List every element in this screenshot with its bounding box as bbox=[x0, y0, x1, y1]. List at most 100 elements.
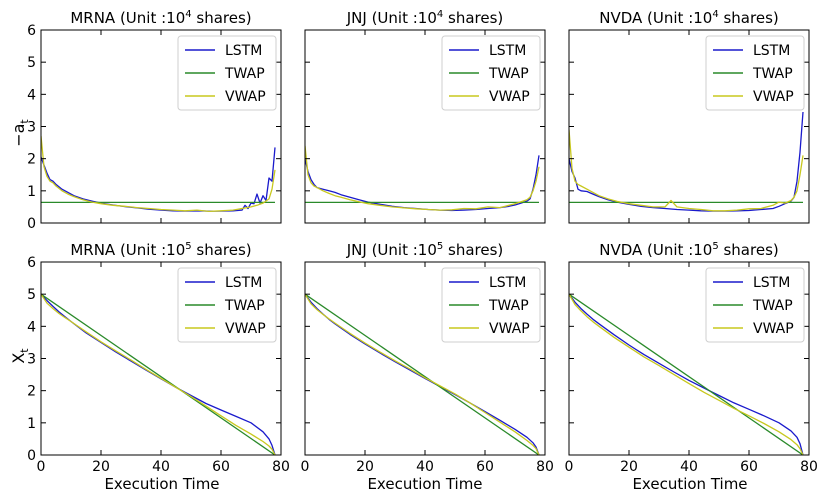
legend-label-twap: TWAP bbox=[752, 298, 793, 314]
subplot-title-suffix: shares) bbox=[719, 241, 779, 259]
subplot-1: MRNA (Unit :104 shares)0123456LSTMTWAPVW… bbox=[27, 9, 282, 232]
series-line-vwap bbox=[41, 293, 276, 455]
x-tick-label: 20 bbox=[92, 459, 110, 475]
x-axis-label-col-3: Execution Time bbox=[632, 475, 747, 493]
subplot-3: NVDA (Unit :104 shares) LSTM TWAP VWAP bbox=[568, 9, 810, 224]
subplot-5: JNJ (Unit :105 shares) 0 20 40 60 80 LSTM TWAP V… bbox=[301, 241, 554, 475]
y-tick-label: 3 bbox=[27, 120, 36, 136]
y-axis-label-top: −at bbox=[9, 119, 31, 147]
y-tick-label: 2 bbox=[27, 384, 36, 400]
subplot-title-text: NVDA (Unit :10 bbox=[599, 241, 712, 259]
x-tick-label: 40 bbox=[416, 459, 434, 475]
subplot-title-suffix: shares) bbox=[443, 241, 503, 259]
legend: LSTM TWAP VWAP bbox=[177, 267, 277, 343]
x-tick-label: 60 bbox=[476, 459, 494, 475]
subplot-title-exponent: 5 bbox=[185, 241, 191, 252]
series-line-twap bbox=[41, 293, 276, 455]
subplot-title: JNJ (Unit :104 shares) bbox=[346, 9, 504, 27]
y-tick-label: 2 bbox=[27, 152, 36, 168]
series-line-vwap bbox=[569, 293, 804, 455]
subplot-title-exponent: 4 bbox=[712, 9, 718, 20]
legend-frame bbox=[441, 35, 541, 111]
legend: LSTM TWAP VWAP bbox=[177, 35, 277, 111]
series-line-twap bbox=[569, 293, 804, 455]
legend-label-lstm: LSTM bbox=[489, 275, 526, 291]
subplot-title-suffix: shares) bbox=[443, 9, 503, 27]
subplot-title-exponent: 4 bbox=[437, 9, 443, 20]
legend-label-twap: TWAP bbox=[752, 66, 793, 82]
legend-label-twap: TWAP bbox=[488, 298, 529, 314]
legend: LSTM TWAP VWAP bbox=[705, 267, 805, 343]
y-tick-label: 0 bbox=[27, 216, 36, 232]
legend-frame bbox=[705, 35, 805, 111]
series-line-vwap bbox=[305, 293, 540, 455]
legend-label-lstm: LSTM bbox=[225, 43, 262, 59]
x-tick-label: 0 bbox=[301, 459, 310, 475]
series-line-vwap bbox=[305, 145, 540, 211]
x-tick-label: 40 bbox=[152, 459, 170, 475]
legend-label-vwap: VWAP bbox=[225, 89, 266, 105]
legend-label-lstm: LSTM bbox=[753, 43, 790, 59]
y-tick-label: 4 bbox=[27, 87, 36, 103]
subplot-title-text: MRNA (Unit :10 bbox=[70, 241, 185, 259]
series-line-twap bbox=[305, 293, 540, 455]
subplot-title-text: NVDA (Unit :10 bbox=[599, 9, 712, 27]
subplot-title-exponent: 4 bbox=[185, 9, 191, 20]
x-tick-label: 60 bbox=[740, 459, 758, 475]
y-tick-label: 3 bbox=[27, 352, 36, 368]
subplot-title-exponent: 5 bbox=[437, 241, 443, 252]
subplot-title: MRNA (Unit :104 shares) bbox=[70, 9, 251, 27]
legend-label-lstm: LSTM bbox=[489, 43, 526, 59]
legend: LSTM TWAP VWAP bbox=[441, 267, 541, 343]
y-tick-label: 6 bbox=[27, 23, 36, 39]
subplot-title-text: JNJ (Unit :10 bbox=[346, 9, 437, 27]
x-axis-label-col-1: Execution Time bbox=[104, 475, 219, 493]
subplot-grid: MRNA (Unit :104 shares)0123456LSTMTWAPVW… bbox=[27, 9, 818, 475]
legend-label-vwap: VWAP bbox=[489, 321, 530, 337]
x-tick-label: 0 bbox=[37, 459, 46, 475]
subplot-2: JNJ (Unit :104 shares) LSTM TWAP VWAP bbox=[304, 9, 546, 224]
y-tick-label: 0 bbox=[27, 448, 36, 464]
x-tick-label: 80 bbox=[800, 459, 818, 475]
legend-label-vwap: VWAP bbox=[753, 321, 794, 337]
x-tick-label: 40 bbox=[680, 459, 698, 475]
legend-label-vwap: VWAP bbox=[753, 89, 794, 105]
legend-frame bbox=[705, 267, 805, 343]
subplot-title: NVDA (Unit :105 shares) bbox=[599, 241, 778, 259]
subplot-title-suffix: shares) bbox=[192, 241, 252, 259]
legend-label-lstm: LSTM bbox=[753, 275, 790, 291]
x-tick-label: 60 bbox=[212, 459, 230, 475]
y-tick-label: 5 bbox=[27, 287, 36, 303]
legend-label-vwap: VWAP bbox=[489, 89, 530, 105]
series-line-lstm bbox=[569, 293, 804, 455]
subplot-title-text: MRNA (Unit :10 bbox=[70, 9, 185, 27]
x-tick-label: 80 bbox=[272, 459, 290, 475]
legend-frame bbox=[177, 35, 277, 111]
series-line-vwap bbox=[569, 129, 804, 212]
subplot-title: MRNA (Unit :105 shares) bbox=[70, 241, 251, 259]
x-tick-label: 80 bbox=[536, 459, 554, 475]
subplot-4: MRNA (Unit :105 shares)0 20 40 60 800123456L… bbox=[27, 241, 290, 475]
series-line-lstm bbox=[569, 111, 804, 212]
legend-label-lstm: LSTM bbox=[225, 275, 262, 291]
legend-label-twap: TWAP bbox=[224, 66, 265, 82]
legend-label-vwap: VWAP bbox=[225, 321, 266, 337]
x-tick-label: 20 bbox=[356, 459, 374, 475]
subplot-title-exponent: 5 bbox=[712, 241, 718, 252]
y-tick-label: 1 bbox=[27, 416, 36, 432]
x-axis-label-col-2: Execution Time bbox=[367, 475, 482, 493]
y-axis-label-bottom: Xt bbox=[9, 348, 31, 364]
legend: LSTM TWAP VWAP bbox=[441, 35, 541, 111]
legend-label-twap: TWAP bbox=[224, 298, 265, 314]
subplot-title: JNJ (Unit :105 shares) bbox=[346, 241, 504, 259]
subplot-6: NVDA (Unit :105 shares) 0 20 40 60 80 LSTM TWAP… bbox=[565, 241, 818, 475]
x-tick-label: 20 bbox=[620, 459, 638, 475]
legend: LSTM TWAP VWAP bbox=[705, 35, 805, 111]
y-tick-label: 4 bbox=[27, 319, 36, 335]
subplot-title-suffix: shares) bbox=[719, 9, 779, 27]
legend-label-twap: TWAP bbox=[488, 66, 529, 82]
legend-frame bbox=[441, 267, 541, 343]
subplot-title: NVDA (Unit :104 shares) bbox=[599, 9, 778, 27]
series-line-vwap bbox=[41, 136, 276, 213]
